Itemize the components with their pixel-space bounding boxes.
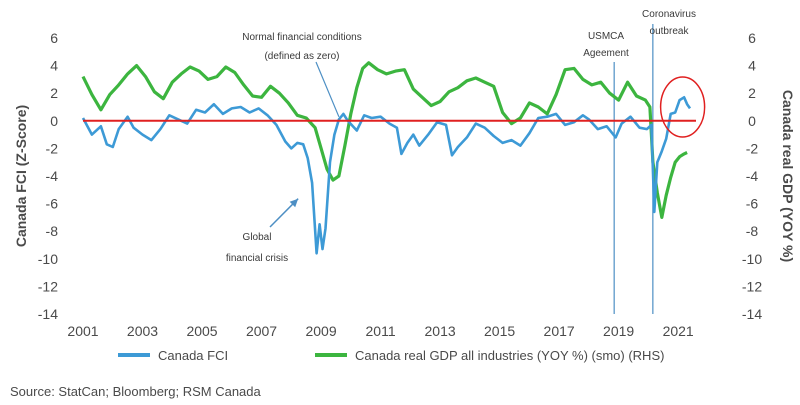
y-tick-label: -6 [46,196,59,212]
legend: Canada FCI Canada real GDP all industrie… [118,348,664,363]
x-tick-label: 2019 [603,323,634,339]
event-label: outbreak [650,26,690,37]
y-tick-label: -2 [46,140,59,156]
y-tick-label: -10 [38,251,58,267]
y2-tick-label: 6 [748,30,756,46]
y2-tick-label: 4 [748,58,756,74]
y-tick-label: -12 [38,278,58,294]
y2-tick-label: 0 [748,113,756,129]
annotation-gfc-text: financial crisis [226,253,288,264]
x-tick-label: 2021 [663,323,694,339]
annotation-gfc-arrowhead [289,198,299,208]
x-axis-ticks: 2001 2003 2005 2007 2009 2011 2013 2015 2017 2019… [67,323,694,339]
annotation-normal-text: (defined as zero) [264,51,339,62]
legend-label-gdp: Canada real GDP all industries (YOY %) (… [355,348,664,363]
x-tick-label: 2013 [425,323,456,339]
left-axis-title: Canada FCI (Z-Score) [13,105,29,247]
y2-tick-label: -14 [742,306,762,322]
series-line-fci [81,96,692,255]
series-line-gdp [81,61,688,219]
event-label: Ageement [583,48,629,59]
y-tick-label: 2 [50,85,58,101]
y2-tick-label: -2 [746,140,759,156]
y-tick-label: 6 [50,30,58,46]
y2-tick-label: -8 [746,223,759,239]
x-tick-label: 2011 [366,323,396,339]
legend-label-fci: Canada FCI [158,348,228,363]
y-tick-label: -14 [38,306,58,322]
event-label: USMCA [588,31,624,42]
series-layer [81,61,692,255]
left-y-axis-ticks: 6 4 2 0 -2 -4 -6 -8 -10 -12 -14 [38,30,58,322]
x-tick-label: 2017 [544,323,575,339]
y-tick-label: 4 [50,58,58,74]
x-tick-label: 2007 [246,323,277,339]
right-axis-title: Canada real GDP (YOY %) [780,90,796,262]
annotation-gfc-text: Global [243,232,272,243]
y2-tick-label: -10 [742,251,762,267]
annotations: Normal financial conditions (defined as z… [226,32,706,264]
y-tick-label: -4 [46,168,59,184]
event-label: Coronavirus [642,9,696,20]
highlight-ellipse [659,76,706,138]
x-tick-label: 2005 [186,323,217,339]
y2-tick-label: 2 [748,85,756,101]
y-tick-label: -8 [46,223,59,239]
y2-tick-label: -12 [742,278,762,294]
x-tick-label: 2001 [67,323,98,339]
event-lines: USMCA Ageement Coronavirus outbreak [583,9,696,314]
y-tick-label: 0 [50,113,58,129]
right-y-axis-ticks: 6 4 2 0 -2 -4 -6 -8 -10 -12 -14 [742,30,762,322]
annotation-normal-pointer [315,61,340,118]
x-tick-label: 2009 [305,323,336,339]
x-tick-label: 2003 [127,323,158,339]
y2-tick-label: -4 [746,168,759,184]
source-note: Source: StatCan; Bloomberg; RSM Canada [10,384,262,399]
y2-tick-label: -6 [746,196,759,212]
x-tick-label: 2015 [484,323,515,339]
annotation-normal-text: Normal financial conditions [242,32,362,43]
